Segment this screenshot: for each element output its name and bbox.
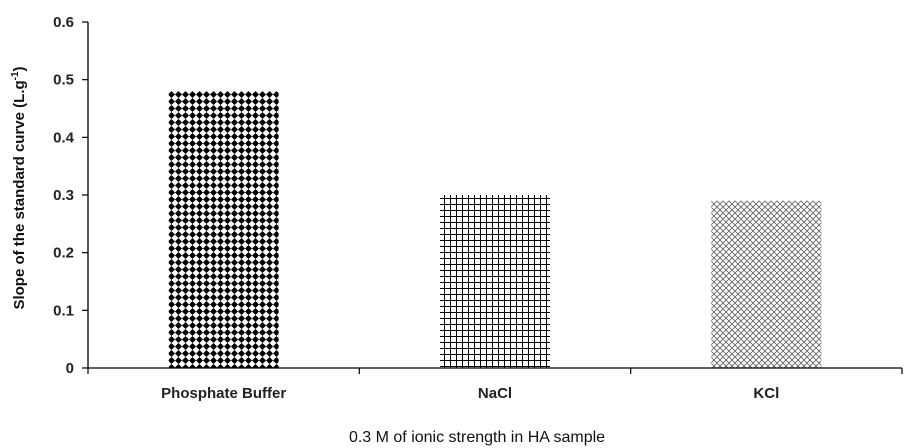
y-axis-title-superscript: -1 [10, 71, 21, 80]
bar-kcl [711, 200, 822, 368]
category-label: KCl [753, 385, 779, 402]
bar-nacl [440, 195, 550, 368]
y-tick-label: 0.2 [53, 245, 74, 262]
y-tick-label: 0.6 [53, 14, 74, 31]
y-axis-title: Slope of the standard curve (L.g-1) [10, 66, 28, 309]
y-axis-title-text: Slope of the standard curve (L.g [11, 80, 28, 309]
category-label: NaCl [478, 385, 512, 402]
svg-text:Slope of the standard curve (L: Slope of the standard curve (L.g-1) [10, 66, 28, 309]
x-axis-title: 0.3 M of ionic strength in HA sample [349, 429, 605, 446]
y-axis-ticks: 0 0.1 0.2 0.3 0.4 0.5 0.6 [53, 14, 88, 377]
y-tick-label: 0.5 [53, 72, 74, 89]
y-tick-label: 0.3 [53, 187, 74, 204]
x-axis-category-labels: Phosphate Buffer NaCl KCl [161, 385, 779, 402]
axes [87, 22, 903, 374]
y-tick-label: 0 [66, 360, 74, 377]
y-axis-title-close: ) [11, 66, 28, 71]
category-label: Phosphate Buffer [161, 385, 286, 402]
y-tick-label: 0.4 [53, 129, 75, 146]
bar-phosphate-buffer [168, 91, 279, 368]
bars [168, 91, 822, 368]
y-tick-label: 0.1 [53, 302, 74, 319]
